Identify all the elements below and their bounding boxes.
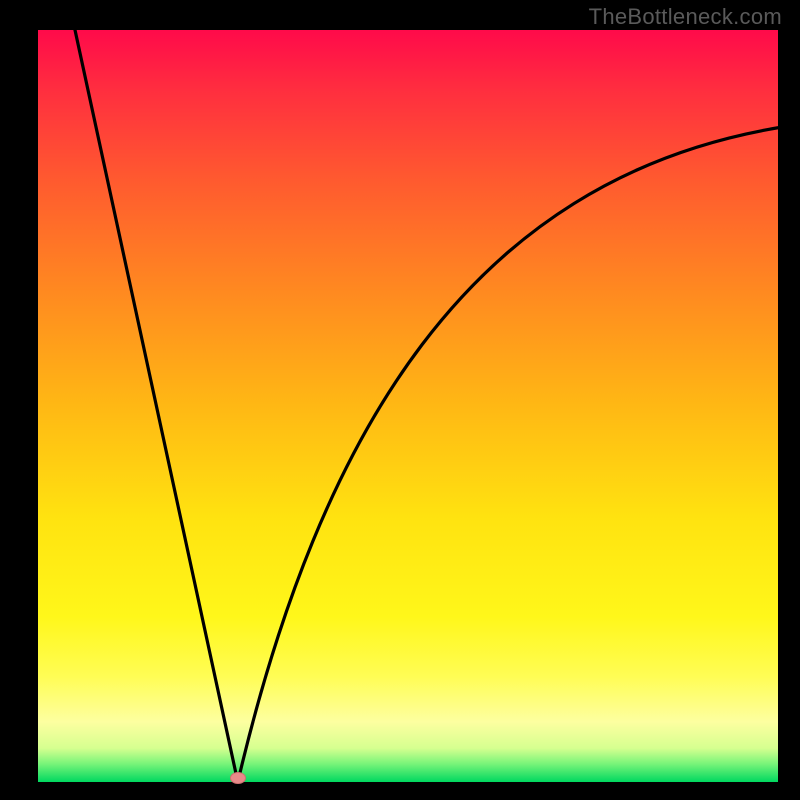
plot-area — [38, 30, 778, 782]
watermark-text: TheBottleneck.com — [589, 4, 782, 30]
optimal-point-marker — [230, 772, 246, 784]
bottleneck-curve — [38, 30, 778, 782]
chart-container: TheBottleneck.com — [0, 0, 800, 800]
